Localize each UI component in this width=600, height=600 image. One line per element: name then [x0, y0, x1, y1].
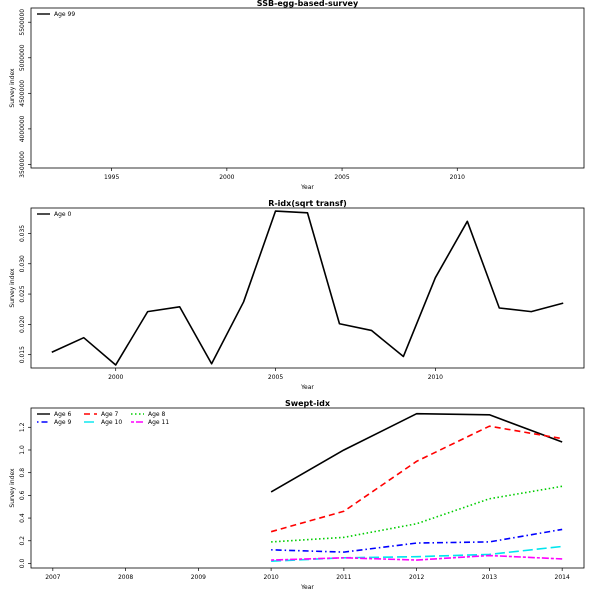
x-axis-label: Year	[300, 584, 314, 591]
y-axis-label: Survey index	[9, 268, 16, 308]
y-tick-label: 4000000	[19, 115, 26, 142]
series-line-age-9	[271, 528, 563, 553]
y-tick-label: 0.6	[19, 490, 26, 500]
legend-box	[32, 209, 81, 222]
x-tick-label: 1995	[104, 174, 119, 181]
y-tick-label: 0.035	[19, 225, 26, 242]
x-tick-label: 2005	[268, 374, 283, 381]
x-tick-label: 2009	[191, 574, 206, 581]
y-tick-label: 0.0	[19, 559, 26, 569]
y-tick-label: 5500000	[19, 9, 26, 36]
plot-frame	[30, 407, 585, 569]
plot-frame	[30, 7, 585, 169]
y-tick-label: 0.020	[19, 316, 26, 333]
legend-label: Age 7	[101, 411, 119, 418]
y-tick-label: 1.2	[19, 422, 26, 432]
chart-title: SSB-egg-based-survey	[257, 0, 359, 8]
y-tick-label: 0.8	[19, 468, 26, 478]
y-tick-label: 0.2	[19, 536, 26, 546]
legend-label: Age 9	[54, 419, 72, 426]
y-tick-label: 5000000	[19, 44, 26, 71]
chart-panel-2: Swept-idx 2007 2008 2009 2010 2011 2012 2013 201…	[9, 399, 585, 591]
x-tick-label: 2007	[45, 574, 60, 581]
legend-label: Age 10	[101, 419, 122, 426]
legend-label: Age 0	[54, 211, 72, 218]
y-tick-label: 0.025	[19, 285, 26, 302]
y-tick-label: 0.030	[19, 255, 26, 272]
legend-label: Age 99	[54, 11, 75, 18]
x-axis-label: Year	[300, 384, 314, 391]
x-tick-label: 2012	[409, 574, 424, 581]
legend-label: Age 11	[148, 419, 169, 426]
legend: Age 99	[32, 9, 81, 22]
y-tick-label: 0.4	[19, 513, 26, 523]
legend: Age 6 Age 7 Age 8 Age 9 Age 10 Age 11	[32, 409, 175, 430]
x-tick-label: 2013	[482, 574, 497, 581]
plot-frame	[30, 207, 585, 369]
y-tick-label: 0.015	[19, 346, 26, 363]
y-tick-label: 3500000	[19, 151, 26, 178]
legend-box	[32, 9, 81, 22]
series-line-age-8	[271, 485, 563, 543]
y-tick-label: 1.0	[19, 445, 26, 455]
y-axis-label: Survey index	[9, 468, 16, 508]
chart-title: R-idx(sqrt transf)	[268, 199, 347, 208]
chart-panel-0: SSB-egg-based-survey 1995 2000 2005 2010 3500…	[9, 0, 585, 191]
x-tick-label: 2010	[450, 174, 465, 181]
legend-label: Age 8	[148, 411, 166, 418]
legend: Age 0	[32, 209, 81, 222]
x-tick-label: 2005	[334, 174, 349, 181]
x-tick-label: 2010	[428, 374, 443, 381]
y-tick-label: 4500000	[19, 80, 26, 107]
x-tick-label: 2008	[118, 574, 133, 581]
chart-title: Swept-idx	[285, 399, 331, 408]
chart-panel-1: R-idx(sqrt transf) 2000 2005 2010 0.015 0.020…	[9, 199, 585, 391]
series-line-age-0	[51, 210, 564, 366]
x-tick-label: 2014	[555, 574, 570, 581]
legend-label: Age 6	[54, 411, 72, 418]
x-tick-label: 2000	[108, 374, 123, 381]
x-axis-label: Year	[300, 184, 314, 191]
x-tick-label: 2000	[219, 174, 234, 181]
x-tick-label: 2011	[336, 574, 351, 581]
series-line-age-7	[270, 425, 563, 533]
x-tick-label: 2010	[263, 574, 278, 581]
series-line-age-11	[271, 554, 563, 561]
series-line-age-6	[270, 412, 563, 493]
y-axis-label: Survey index	[9, 68, 16, 108]
